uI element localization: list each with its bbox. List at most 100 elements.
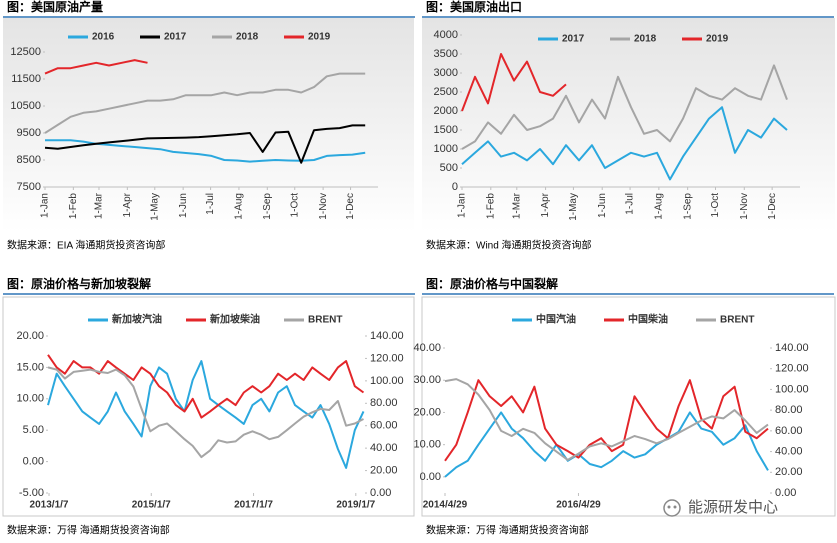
y-tick-label: 10500: [10, 100, 41, 112]
x-tick-label: 1-Feb: [68, 193, 79, 220]
y-tick-label: 3500: [434, 48, 458, 60]
chart-title: 图：美国原油产量: [7, 0, 103, 14]
x-tick-label: 2013/1/7: [30, 500, 69, 511]
y2-tick-label: 100.00: [775, 383, 809, 395]
legend-label: 新加坡汽油: [112, 313, 162, 326]
legend-label: 2018: [236, 32, 259, 43]
watermark-icon-dot: [673, 505, 677, 509]
series-line: [461, 106, 788, 181]
source-note: 数据来源：Wind 海通期货投资咨询部: [426, 239, 592, 252]
chart-background: [2, 296, 415, 517]
x-tick-label: 1-Sep: [262, 193, 273, 220]
x-tick-label: 1-Feb: [485, 193, 496, 220]
series-line: [444, 411, 769, 478]
x-tick-label: 1-Jan: [40, 193, 51, 218]
y2-tick-label: 120.00: [775, 363, 809, 375]
x-tick-label: 1-May: [149, 193, 160, 221]
x-tick-label: 1-Jan: [457, 193, 468, 218]
legend-label: 2019: [308, 32, 331, 43]
x-tick-label: 1-Dec: [345, 193, 356, 220]
x-tick-label: 1-Mar: [94, 192, 105, 219]
y-tick-label: 30.00: [413, 374, 441, 386]
y-tick-label: -5.00: [19, 487, 44, 499]
x-tick-label: 1-Sep: [682, 193, 693, 220]
x-tick-label: 1-Jun: [597, 193, 608, 218]
y2-tick-label: 80.00: [775, 404, 803, 416]
series-line: [44, 59, 148, 75]
x-tick-label: 2019/1/7: [336, 500, 375, 511]
y-tick-label: 0.00: [23, 456, 44, 468]
series-line: [444, 378, 769, 461]
y-tick-label: 2000: [434, 105, 458, 117]
series-line: [461, 53, 567, 112]
y-tick-label: 7500: [17, 181, 41, 193]
x-tick-label: 1-Oct: [289, 193, 300, 218]
legend-label: 2018: [634, 34, 657, 45]
x-tick-label: 1-Jul: [205, 193, 216, 215]
y-tick-label: 1500: [434, 124, 458, 136]
x-tick-label: 1-Nov: [739, 193, 750, 220]
y2-tick-label: 100.00: [370, 375, 404, 387]
x-tick-label: 1-Nov: [318, 193, 329, 220]
x-tick-label: 2014/4/29: [423, 500, 468, 511]
series-line: [44, 72, 366, 134]
y-tick-label: 20.00: [16, 330, 44, 342]
x-tick-label: 1-Apr: [540, 192, 551, 217]
watermark-icon: [663, 499, 681, 517]
y2-tick-label: 40.00: [370, 442, 398, 454]
x-tick-label: 1-May: [568, 193, 579, 221]
y-tick-label: 4000: [434, 29, 458, 41]
y-tick-label: 0.00: [420, 471, 441, 483]
x-tick-label: 1-Aug: [234, 193, 245, 220]
chart-background: [3, 18, 414, 232]
y2-tick-label: 40.00: [775, 445, 803, 457]
series-line: [44, 124, 366, 164]
y2-tick-label: 0.00: [775, 487, 796, 499]
y-tick-label: 2500: [434, 86, 458, 98]
y-tick-label: 3000: [434, 67, 458, 79]
y-tick-label: 40.00: [413, 342, 441, 354]
x-tick-label: 2017/1/7: [234, 500, 273, 511]
y2-tick-label: 20.00: [370, 464, 398, 476]
y2-tick-label: 120.00: [370, 352, 404, 364]
y-tick-label: 10.00: [413, 439, 441, 451]
y2-tick-label: 80.00: [370, 397, 398, 409]
x-tick-label: 1-Jul: [625, 193, 636, 215]
y2-tick-label: 60.00: [775, 425, 803, 437]
x-tick-label: 1-Oct: [710, 193, 721, 218]
source-note: 数据来源：万得 海通期货投资咨询部: [7, 524, 170, 537]
series-line: [461, 64, 788, 150]
series-line: [47, 360, 365, 469]
y-tick-label: 15.00: [16, 361, 44, 373]
series-line: [47, 366, 364, 459]
legend-label: 2016: [92, 32, 115, 43]
y2-tick-label: 140.00: [370, 330, 404, 342]
x-tick-label: 1-Dec: [767, 193, 778, 220]
y2-tick-label: 60.00: [370, 420, 398, 432]
y-tick-label: 5.00: [23, 424, 44, 436]
legend-label: BRENT: [308, 315, 342, 326]
x-tick-label: 1-Aug: [653, 193, 664, 220]
legend-label: 中国汽油: [536, 313, 576, 326]
legend-label: BRENT: [720, 315, 754, 326]
legend-label: 新加坡柴油: [210, 313, 260, 326]
y-tick-label: 11500: [11, 73, 41, 85]
y-tick-label: 9500: [17, 127, 41, 139]
watermark-icon-dot: [667, 505, 671, 509]
chart-title: 图：原油价格与新加坡裂解: [7, 276, 151, 291]
x-tick-label: 2015/1/7: [132, 500, 171, 511]
y-tick-label: 1000: [434, 143, 458, 155]
y-tick-label: 20.00: [413, 406, 441, 418]
y-tick-label: 12500: [10, 46, 41, 58]
x-tick-label: 1-Mar: [511, 192, 522, 219]
y2-tick-label: 20.00: [775, 466, 803, 478]
y-tick-label: 10.00: [16, 393, 44, 405]
y-tick-label: 8500: [17, 154, 41, 166]
y2-tick-label: 140.00: [775, 342, 809, 354]
y2-tick-label: 0.00: [370, 487, 391, 499]
legend-label: 2017: [164, 32, 187, 43]
chart-title: 图：原油价格与中国裂解: [426, 276, 558, 291]
y-tick-label: 500: [440, 162, 458, 174]
x-tick-label: 1-Apr: [122, 192, 133, 217]
legend-label: 2017: [562, 34, 585, 45]
